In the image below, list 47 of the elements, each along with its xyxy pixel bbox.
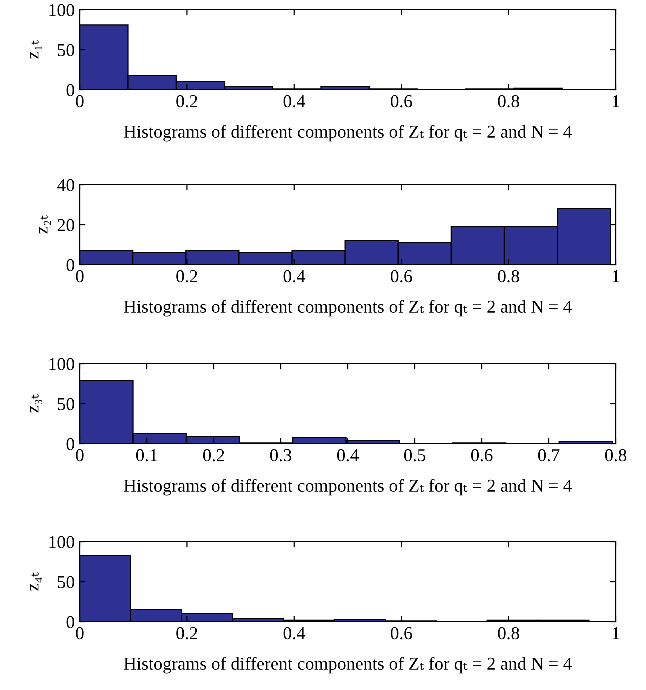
x-tick-label: 0.4 <box>284 95 306 108</box>
x-axis-title: Histograms of different components of Zₜ for qₜ = 2 and N = 4 <box>124 479 572 496</box>
y-tick-label: 50 <box>58 398 74 410</box>
x-tick-label: 1 <box>613 95 620 108</box>
x-axis-title: Histograms of different components of Zₜ for qₜ = 2 and N = 4 <box>124 300 572 317</box>
x-tick-label: 0 <box>76 449 84 462</box>
x-tick-label: 0.4 <box>284 270 306 283</box>
y-tick-label: 0 <box>66 438 74 450</box>
x-tick-label: 0.6 <box>391 627 412 640</box>
x-tick-label: 0.1 <box>136 449 158 462</box>
y-tick-label: 0 <box>66 259 74 272</box>
x-tick-label: 0.8 <box>605 449 627 462</box>
y-tick-label: 0 <box>66 84 74 96</box>
y-tick-label: 100 <box>50 4 74 16</box>
x-tick-label: 0.5 <box>404 449 426 462</box>
y-tick-label: 40 <box>57 179 74 192</box>
x-tick-label: 0 <box>76 270 84 283</box>
y-axis-title: z₂ₜ <box>39 216 52 234</box>
x-tick-label: 0.8 <box>498 95 520 108</box>
x-tick-label: 0.2 <box>203 449 224 462</box>
x-tick-label: 0.3 <box>270 449 292 462</box>
x-tick-label: 0.6 <box>391 95 412 108</box>
x-tick-label: 0.2 <box>176 627 198 640</box>
x-tick-label: 0.4 <box>337 449 360 462</box>
x-tick-label: 0.2 <box>176 270 198 283</box>
x-tick-label: 0.8 <box>498 270 520 283</box>
y-axis-title: z₁ₜ <box>30 40 42 59</box>
x-tick-label: 1 <box>613 627 620 640</box>
y-axis-title: z₃ₜ <box>30 394 42 413</box>
x-tick-label: 0 <box>76 627 84 640</box>
x-tick-label: 1 <box>613 270 620 282</box>
x-tick-label: 0.2 <box>176 95 198 108</box>
x-axis-title: Histograms of different components of Zₜ for qₜ = 2 and N = 4 <box>124 657 572 674</box>
x-tick-label: 0 <box>76 95 84 108</box>
x-tick-label: 0.6 <box>471 449 493 462</box>
x-tick-label: 0.8 <box>498 627 520 640</box>
x-tick-label: 0.4 <box>284 627 306 640</box>
y-axis-title: z₄ₜ <box>30 572 42 591</box>
y-tick-label: 100 <box>50 358 74 370</box>
y-tick-label: 0 <box>66 616 74 628</box>
x-tick-label: 0.7 <box>538 449 560 462</box>
x-axis-title: Histograms of different components of Zₜ for qₜ = 2 and N = 4 <box>124 125 572 142</box>
y-tick-label: 50 <box>58 44 74 56</box>
y-tick-label: 100 <box>50 536 74 548</box>
y-tick-label: 20 <box>58 219 74 232</box>
y-tick-label: 50 <box>58 576 74 588</box>
x-tick-label: 0.6 <box>391 270 412 283</box>
